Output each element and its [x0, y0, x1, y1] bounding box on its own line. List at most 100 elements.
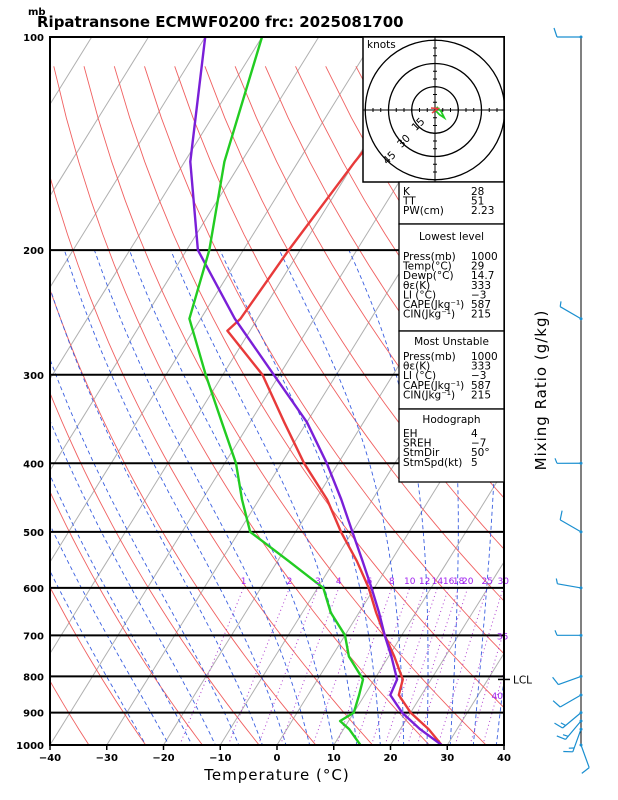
wind-barb-half-flag: [562, 734, 569, 737]
wind-barb: [555, 578, 583, 590]
mixing-ratio-label: 1: [241, 577, 247, 587]
y-tick-label: 1000: [16, 741, 44, 752]
index-value: 1000: [471, 351, 498, 363]
index-name: LI (°C): [403, 289, 436, 301]
wind-barb-half-flag: [554, 630, 558, 636]
series-line-dewpoint: [188, 37, 365, 745]
index-name: CIN(Jkg⁻¹): [403, 389, 455, 401]
moist-adiabat-line: [495, 674, 504, 745]
isotherm-line: [106, 103, 504, 745]
isotherm-line: [333, 469, 504, 745]
dry-adiabat-line: [113, 66, 504, 709]
indices-box: [398, 408, 505, 483]
y-tick-label: 200: [23, 246, 44, 257]
wind-barb-flag: [581, 767, 590, 774]
wind-barb: [554, 630, 583, 637]
wind-barb: [563, 727, 583, 753]
pressure-unit-label: mb: [28, 7, 46, 18]
wind-barb: [552, 674, 583, 686]
indices-header: Hodograph: [422, 414, 480, 426]
wind-barb-staff: [557, 583, 582, 589]
isobars: [50, 36, 504, 746]
wind-barb-flag: [552, 700, 561, 708]
wind-barb: [553, 27, 583, 39]
index-value: 2.23: [471, 205, 494, 217]
moist-adiabat-line: [93, 249, 311, 745]
index-value: 587: [471, 380, 491, 392]
index-name: TT: [402, 196, 416, 208]
grid-lines: [50, 37, 504, 745]
indices-header: Lowest level: [419, 231, 484, 243]
mixing-ratio-label: 12: [419, 577, 430, 587]
isotherm-line: [276, 377, 504, 745]
index-value: 4: [471, 428, 478, 440]
x-tick-label: −30: [96, 753, 118, 764]
wind-barb: [554, 458, 583, 465]
x-tick-label: 20: [384, 753, 398, 764]
hodograph-ring: [411, 86, 459, 134]
mixing-ratio-label: 25: [481, 577, 492, 587]
moist-adiabat-line: [219, 249, 381, 745]
mixing-ratio-label: 8: [389, 577, 395, 587]
hodograph-trace: [434, 106, 447, 121]
wind-barb: [552, 693, 583, 708]
mixing-ratio-label: 2: [287, 577, 293, 587]
moist-adiabat-line: [50, 286, 263, 745]
wind-barb: [579, 743, 590, 774]
moist-adiabat-line: [50, 523, 170, 745]
wind-barb-staff: [580, 744, 590, 768]
index-name: Press(mb): [403, 251, 456, 263]
index-name: StmSpd(kt): [403, 457, 462, 469]
chart-title: Ripatransone ECMWF0200 frc: 2025081700: [37, 13, 404, 31]
index-name: θε(K): [403, 280, 430, 292]
index-value: 28: [471, 186, 484, 198]
index-name: θε(K): [403, 361, 430, 373]
lcl-label: LCL: [513, 674, 532, 686]
mixing-ratio-label: 14: [432, 577, 444, 587]
index-name: EH: [403, 428, 418, 440]
hodograph-ring: [364, 39, 504, 181]
hodograph-ring: [387, 62, 483, 158]
x-axis-label: Temperature (°C): [203, 766, 349, 784]
wind-barb-staff: [565, 720, 582, 740]
x-tick-label: −40: [39, 753, 61, 764]
wind-barb-column: [552, 27, 590, 774]
y-tick-label: 400: [23, 459, 44, 470]
dry-adiabat-line: [50, 175, 374, 745]
wind-barb: [559, 510, 583, 534]
wind-barb-flag: [554, 722, 563, 729]
wind-barb-half-flag: [554, 458, 558, 464]
indices-box: [398, 181, 505, 225]
x-tick-label: −10: [209, 753, 231, 764]
index-name: LI (°C): [403, 370, 436, 382]
index-value: 29: [471, 261, 484, 273]
dry-adiabat-line: [50, 391, 260, 745]
index-value: 215: [471, 309, 491, 321]
index-name: CAPE(Jkg⁻¹): [403, 299, 464, 311]
x-tick-label: 0: [274, 753, 281, 764]
index-name: CIN(Jkg⁻¹): [403, 309, 455, 321]
wind-barb-flag: [556, 735, 566, 740]
moist-adiabat-line: [278, 249, 405, 745]
index-value: 587: [471, 299, 491, 311]
isotherm-line: [390, 561, 504, 745]
index-value: −7: [471, 438, 486, 450]
y-tick-label: 500: [23, 528, 44, 539]
mixing-ratio-label: 40: [491, 692, 503, 702]
mixing-ratio-label: 18: [453, 577, 465, 587]
mixing-ratio-label: 4: [336, 577, 342, 587]
dry-adiabat-line: [50, 288, 317, 745]
index-value: 333: [471, 361, 491, 373]
series-line-temperature: [226, 37, 456, 745]
dry-adiabat-line: [204, 66, 504, 550]
y-tick-label: 100: [23, 33, 44, 44]
mixing-ratio-line: [280, 587, 340, 745]
mixing-ratio-label: 16: [443, 577, 455, 587]
wind-barb-staff: [558, 675, 582, 686]
isotherm-line: [50, 37, 263, 380]
index-name: Press(mb): [403, 351, 456, 363]
index-value: 50°: [471, 447, 490, 459]
indices-box: [398, 223, 505, 332]
index-value: 333: [471, 280, 491, 292]
